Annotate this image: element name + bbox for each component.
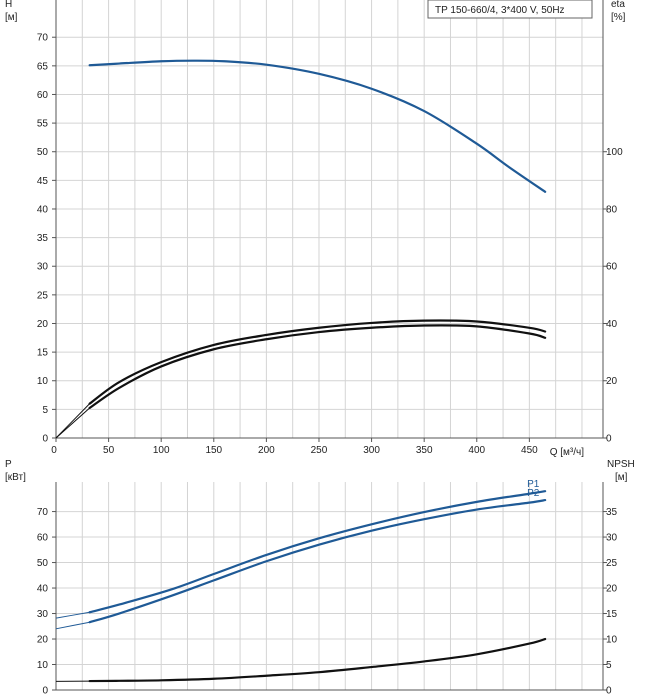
- x-tick-label: 50: [103, 445, 115, 456]
- p2-label: P2: [527, 488, 540, 499]
- power-npsh-right-tick-label: 20: [606, 584, 618, 595]
- head-eta-right-tick-label: 20: [606, 376, 618, 387]
- head-eta-series-2-extrapolated-line: [55, 403, 91, 439]
- power-npsh-right-tick-label: 35: [606, 507, 618, 518]
- power-npsh-left-tick-label: 20: [37, 635, 49, 646]
- head-eta-left-tick-label: 15: [37, 348, 49, 359]
- eta-axis-label: eta: [611, 0, 625, 10]
- head-eta-right-tick-label: 40: [606, 319, 618, 330]
- head-eta-left-tick-label: 50: [37, 147, 49, 158]
- head-eta-right-tick-label: 100: [606, 147, 623, 158]
- head-eta-right-tick-label: 0: [606, 434, 612, 445]
- head-eta-left-tick-label: 65: [37, 61, 49, 72]
- flow-axis-label: Q [м³/ч]: [550, 447, 585, 458]
- x-tick-label: 400: [468, 445, 485, 456]
- p1-line: [88, 490, 547, 614]
- head-eta-left-tick-label: 70: [37, 33, 49, 44]
- power-npsh-left-tick-label: 40: [37, 584, 49, 595]
- head-eta-series-1-line: [88, 324, 547, 410]
- x-tick-label: 450: [521, 445, 538, 456]
- npsh-axis-label: NPSH: [607, 459, 635, 470]
- p1-extrapolated-line: [55, 611, 90, 619]
- head-eta-grid: [55, 0, 604, 439]
- x-tick-label: 0: [51, 445, 57, 456]
- power-axis-label: P: [5, 459, 12, 470]
- power-npsh-right-tick-label: 10: [606, 635, 618, 646]
- power-npsh-left-tick-label: 50: [37, 558, 49, 569]
- head-axis-unit: [м]: [5, 12, 18, 23]
- power-npsh-left-tick-label: 70: [37, 507, 49, 518]
- power-npsh-right-tick-label: 15: [606, 609, 618, 620]
- power-npsh-series-2-line: [88, 637, 547, 683]
- x-tick-label: 300: [363, 445, 380, 456]
- head-eta-tick-labels: 0 5 10 15 20 25 30 35 40 45 50 55 60 65 70 0 20 40 60 80 100…: [37, 33, 623, 456]
- power-npsh-right-tick-label: 30: [606, 533, 618, 544]
- power-npsh-tick-labels: 0 10 20 30 40 50 60 70 0 5 10 15 20 25 30 35: [37, 507, 618, 696]
- head-eta-series-2-line: [88, 319, 547, 405]
- power-axis-unit: [кВт]: [5, 472, 26, 483]
- legend-box-text: TP 150-660/4, 3*400 V, 50Hz: [435, 5, 565, 16]
- power-npsh-right-tick-label: 25: [606, 558, 618, 569]
- power-npsh-right-tick-label: 0: [606, 686, 612, 697]
- p2-line: [88, 499, 547, 624]
- npsh-axis-unit: [м]: [615, 472, 628, 483]
- power-npsh-left-tick-label: 0: [42, 686, 48, 697]
- head-eta-left-tick-label: 10: [37, 376, 49, 387]
- head-eta-series: [55, 59, 547, 439]
- power-npsh-grid: [55, 482, 604, 691]
- head-eta-left-tick-label: 40: [37, 204, 49, 215]
- p2-extrapolated-line: [55, 621, 90, 630]
- head-eta-left-tick-label: 0: [42, 434, 48, 445]
- head-axis-label: H: [5, 0, 12, 10]
- x-tick-label: 200: [258, 445, 275, 456]
- power-npsh-left-tick-label: 10: [37, 660, 49, 671]
- head-eta-left-tick-label: 55: [37, 119, 49, 130]
- head-eta-left-tick-label: 5: [42, 405, 48, 416]
- head-eta-left-tick-label: 35: [37, 233, 49, 244]
- x-tick-label: 100: [153, 445, 170, 456]
- head-eta-right-tick-label: 60: [606, 262, 618, 273]
- power-npsh-left-tick-label: 60: [37, 533, 49, 544]
- power-npsh-right-tick-label: 5: [606, 660, 612, 671]
- head-eta-left-tick-label: 60: [37, 90, 49, 101]
- head-eta-left-tick-label: 20: [37, 319, 49, 330]
- head-eta-left-tick-label: 45: [37, 176, 49, 187]
- x-tick-label: 350: [416, 445, 433, 456]
- legend-box: [427, 0, 593, 19]
- power-npsh-left-tick-label: 30: [37, 609, 49, 620]
- eta-axis-unit: [%]: [611, 12, 626, 23]
- head-eta-left-tick-label: 30: [37, 262, 49, 273]
- head-eta-series-0-line: [88, 59, 547, 193]
- x-tick-label: 150: [205, 445, 222, 456]
- x-tick-label: 250: [311, 445, 328, 456]
- p1-label: P1: [527, 479, 540, 490]
- head-eta-left-tick-label: 25: [37, 290, 49, 301]
- head-eta-right-tick-label: 80: [606, 204, 618, 215]
- head-eta-panel: 0 5 10 15 20 25 30 35 40 45 50 55 60 65 70 0 20 40 60 80 100…: [5, 0, 626, 458]
